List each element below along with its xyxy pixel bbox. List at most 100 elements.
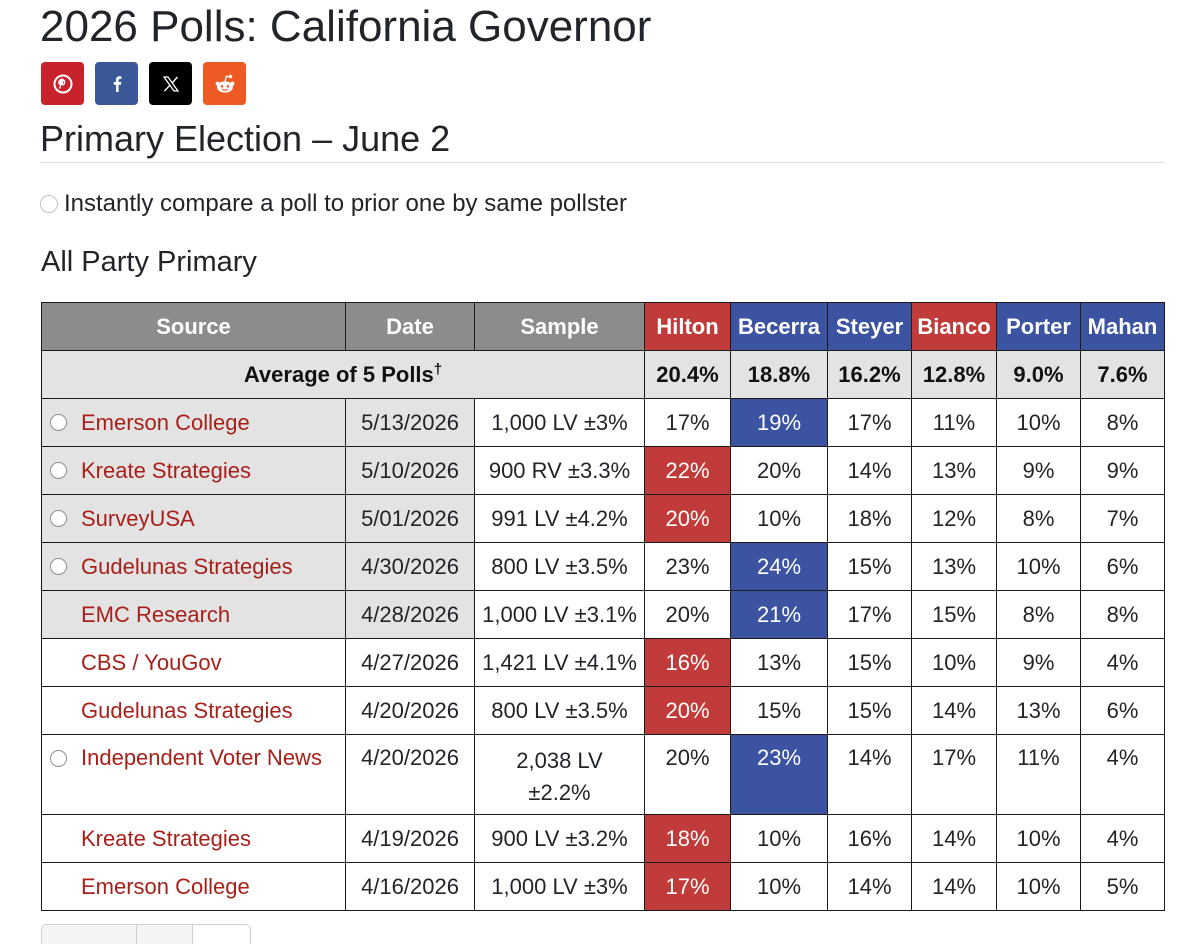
compare-poll-radio[interactable] (50, 510, 67, 527)
header-date[interactable]: Date (345, 302, 475, 351)
pollster-link[interactable]: Emerson College (81, 409, 250, 435)
candidate-value-steyer: 17% (827, 398, 912, 447)
candidate-value-bianco: 17% (911, 734, 997, 815)
candidate-value-porter: 10% (996, 542, 1081, 591)
polls-table: Source Date Sample Hilton Becerra Steyer… (41, 302, 1165, 911)
reddit-share-button[interactable] (203, 62, 246, 105)
candidate-value-steyer: 15% (827, 686, 912, 735)
date-cell: 5/01/2026 (345, 494, 475, 543)
pollster-link[interactable]: Emerson College (81, 873, 250, 899)
pagination-button[interactable] (137, 924, 193, 944)
sample-cell: 800 LV ±3.5% (474, 542, 645, 591)
pollster-link[interactable]: Gudelunas Strategies (81, 697, 293, 723)
header-candidate-hilton[interactable]: Hilton (644, 302, 731, 351)
facebook-share-button[interactable] (95, 62, 138, 105)
source-cell: Gudelunas Strategies (41, 686, 346, 735)
compare-poll-radio[interactable] (50, 414, 67, 431)
table-row: SurveyUSA 5/01/2026 991 LV ±4.2% 20% 10% 18% 1… (41, 494, 1165, 543)
date-cell: 4/30/2026 (345, 542, 475, 591)
candidate-value-porter: 13% (996, 686, 1081, 735)
candidate-value-becerra: 24% (730, 542, 828, 591)
table-row: Kreate Strategies 4/19/2026 900 LV ±3.2% 18… (41, 814, 1165, 863)
pollster-link[interactable]: Gudelunas Strategies (81, 553, 293, 579)
candidate-value-becerra: 20% (730, 446, 828, 495)
header-candidate-mahan[interactable]: Mahan (1080, 302, 1165, 351)
sample-cell: 991 LV ±4.2% (474, 494, 645, 543)
candidate-value-mahan: 8% (1080, 590, 1165, 639)
header-source[interactable]: Source (41, 302, 346, 351)
table-row: Independent Voter News 4/20/2026 2,038 LV … (41, 734, 1165, 815)
candidate-value-porter: 10% (996, 398, 1081, 447)
average-value: 12.8% (911, 350, 997, 399)
candidate-value-becerra: 23% (730, 734, 828, 815)
pollster-link[interactable]: Kreate Strategies (81, 457, 251, 483)
candidate-value-mahan: 8% (1080, 398, 1165, 447)
compare-poll-radio[interactable] (50, 749, 67, 767)
candidate-value-porter: 8% (996, 494, 1081, 543)
candidate-value-mahan: 6% (1080, 686, 1165, 735)
candidate-value-steyer: 16% (827, 814, 912, 863)
compare-radio[interactable] (40, 195, 58, 213)
sample-cell: 1,421 LV ±4.1% (474, 638, 645, 687)
table-row: Gudelunas Strategies 4/20/2026 800 LV ±3.5… (41, 686, 1165, 735)
sample-cell: 1,000 LV ±3% (474, 862, 645, 911)
sample-cell: 900 RV ±3.3% (474, 446, 645, 495)
table-row: Gudelunas Strategies 4/30/2026 800 LV ±3.5… (41, 542, 1165, 591)
source-cell: Emerson College (41, 398, 346, 447)
source-cell: Emerson College (41, 862, 346, 911)
share-buttons (41, 62, 246, 105)
header-candidate-bianco[interactable]: Bianco (911, 302, 997, 351)
candidate-value-becerra: 15% (730, 686, 828, 735)
date-cell: 4/28/2026 (345, 590, 475, 639)
pollster-link[interactable]: Independent Voter News (81, 745, 322, 770)
header-candidate-porter[interactable]: Porter (996, 302, 1081, 351)
pinterest-share-button[interactable] (41, 62, 84, 105)
table-row: CBS / YouGov 4/27/2026 1,421 LV ±4.1% 16% 13… (41, 638, 1165, 687)
candidate-value-hilton: 20% (644, 590, 731, 639)
section-title: Primary Election – June 2 (40, 118, 451, 159)
header-sample[interactable]: Sample (474, 302, 645, 351)
sample-cell: 1,000 LV ±3% (474, 398, 645, 447)
pollster-link[interactable]: EMC Research (81, 601, 231, 627)
candidate-value-bianco: 10% (911, 638, 997, 687)
sample-cell: 2,038 LV ±2.2% (474, 734, 645, 815)
source-cell: Gudelunas Strategies (41, 542, 346, 591)
candidate-value-hilton: 18% (644, 814, 731, 863)
candidate-value-hilton: 20% (644, 734, 731, 815)
candidate-value-hilton: 16% (644, 638, 731, 687)
table-row: Emerson College 4/16/2026 1,000 LV ±3% 17% 1… (41, 862, 1165, 911)
candidate-value-porter: 10% (996, 862, 1081, 911)
table-header-row: Source Date Sample Hilton Becerra Steyer… (41, 302, 1165, 351)
table-row: Kreate Strategies 5/10/2026 900 RV ±3.3% 22… (41, 446, 1165, 495)
candidate-value-becerra: 10% (730, 814, 828, 863)
header-candidate-becerra[interactable]: Becerra (730, 302, 828, 351)
compare-toggle[interactable]: Instantly compare a poll to prior one by… (40, 189, 627, 219)
average-value: 16.2% (827, 350, 912, 399)
candidate-value-becerra: 19% (730, 398, 828, 447)
candidate-value-bianco: 15% (911, 590, 997, 639)
candidate-value-bianco: 14% (911, 862, 997, 911)
candidate-value-steyer: 15% (827, 638, 912, 687)
candidate-value-hilton: 17% (644, 862, 731, 911)
pagination-button[interactable] (41, 924, 137, 944)
average-label: Average of 5 Polls† (41, 350, 645, 399)
section-divider (40, 162, 1164, 163)
candidate-value-becerra: 13% (730, 638, 828, 687)
pollster-link[interactable]: SurveyUSA (81, 505, 195, 531)
x-share-button[interactable] (149, 62, 192, 105)
candidate-value-bianco: 14% (911, 814, 997, 863)
compare-poll-radio[interactable] (50, 462, 67, 479)
compare-poll-radio[interactable] (50, 558, 67, 575)
candidate-value-becerra: 10% (730, 494, 828, 543)
pinterest-icon (53, 74, 73, 94)
candidate-value-porter: 10% (996, 814, 1081, 863)
pollster-link[interactable]: CBS / YouGov (81, 649, 222, 675)
candidate-value-becerra: 10% (730, 862, 828, 911)
candidate-value-porter: 8% (996, 590, 1081, 639)
sample-cell: 800 LV ±3.5% (474, 686, 645, 735)
pagination-button[interactable] (193, 924, 251, 944)
candidate-value-hilton: 17% (644, 398, 731, 447)
header-candidate-steyer[interactable]: Steyer (827, 302, 912, 351)
average-value: 7.6% (1080, 350, 1165, 399)
pollster-link[interactable]: Kreate Strategies (81, 825, 251, 851)
